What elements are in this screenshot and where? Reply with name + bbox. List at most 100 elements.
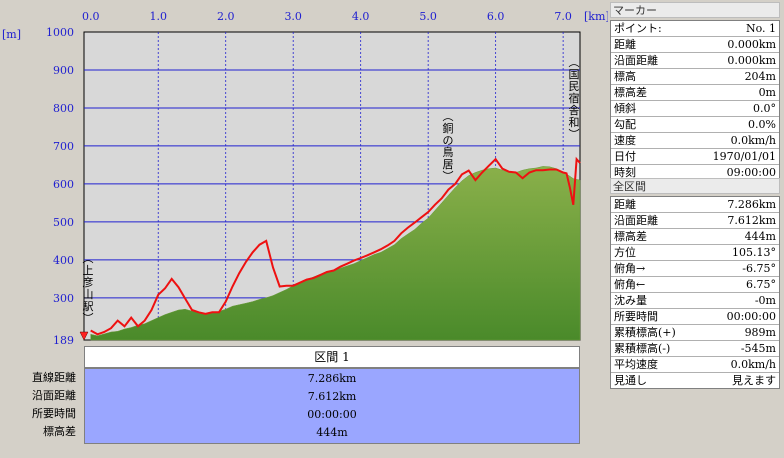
info-label: 沿面距離: [614, 54, 658, 67]
info-row: 標高差 444m: [611, 229, 779, 245]
info-value: 0m: [758, 86, 776, 99]
info-label: ポイント:: [614, 22, 662, 35]
info-label: 方位: [614, 246, 636, 259]
section-row-value: 7.286km: [307, 372, 357, 385]
section-table: 7.286km 7.612km 00:00:00 444m: [84, 368, 580, 444]
info-value: 444m: [744, 230, 776, 243]
info-label: 沈み量: [614, 294, 647, 307]
info-label: 距離: [614, 38, 636, 51]
info-row: 沿面距離 7.612km: [611, 213, 779, 229]
info-value: 7.286km: [727, 198, 776, 211]
profile-area: 1000 900 800 700 600 500 400 300 189 0.0 1.0 2.0 3.…: [0, 0, 608, 444]
info-row: ポイント: No. 1: [611, 21, 779, 37]
x-tick-label: 1.0: [149, 10, 167, 23]
section-row-value: 7.612km: [307, 390, 357, 403]
marker-icon[interactable]: [79, 331, 89, 341]
info-value: 204m: [744, 70, 776, 83]
info-row: 距離 7.286km: [611, 197, 779, 213]
annotation-label: ︵上彦山駅︶: [83, 252, 94, 325]
x-axis-ticks: 0.0 1.0 2.0 3.0 4.0 5.0 6.0 7.0: [82, 10, 572, 23]
all-section-panel: 距離 7.286km 沿面距離 7.612km 標高差 444m 方位 105.13° 俯角→ -…: [610, 196, 780, 389]
info-value: 0.0%: [748, 118, 776, 131]
x-tick-label: 0.0: [82, 10, 100, 23]
all-section-panel-title: 全区間: [610, 178, 780, 194]
section-row-label: 沿面距離: [32, 389, 76, 402]
marker-panel: ポイント: No. 1 距離 0.000km 沿面距離 0.000km 標高 204m 標高差 0…: [610, 20, 780, 181]
section-row-label: 標高差: [43, 425, 76, 438]
info-label: 標高: [614, 70, 636, 83]
info-value: -545m: [740, 342, 776, 355]
info-row: 速度 0.0km/h: [611, 133, 779, 149]
info-row: 所要時間 00:00:00: [611, 309, 779, 325]
info-value: 00:00:00: [726, 310, 776, 323]
info-row: 見通し 見えます: [611, 373, 779, 388]
y-unit-label: [m]: [2, 28, 21, 41]
info-label: 見通し: [614, 374, 647, 387]
info-label: 距離: [614, 198, 636, 211]
x-tick-label: 6.0: [487, 10, 505, 23]
info-value: 0.000km: [727, 54, 776, 67]
y-tick-label: 1000: [46, 26, 74, 39]
info-label: 俯角←: [614, 278, 646, 291]
info-value: 989m: [744, 326, 776, 339]
info-sidebar: マーカー ポイント: No. 1 距離 0.000km 沿面距離 0.000km 標高 204…: [608, 0, 784, 458]
y-tick-label: 500: [53, 216, 74, 229]
elevation-chart[interactable]: 1000 900 800 700 600 500 400 300 189 0.0 1.0 2.0 3.…: [0, 0, 608, 372]
x-tick-label: 7.0: [554, 10, 572, 23]
info-value: 0.000km: [727, 38, 776, 51]
section-header[interactable]: 区間 1: [84, 346, 580, 368]
y-axis-ticks: 1000 900 800 700 600 500 400 300 189: [46, 26, 74, 347]
y-tick-label: 189: [53, 334, 74, 347]
info-value: 6.75°: [746, 278, 776, 291]
section-row-label: 直線距離: [32, 371, 76, 384]
info-label: 速度: [614, 134, 636, 147]
info-row: 平均速度 0.0km/h: [611, 357, 779, 373]
terrain-area: [90, 166, 581, 341]
x-unit-label: [km]: [584, 10, 608, 23]
info-value: 0.0km/h: [730, 134, 776, 147]
info-row: 傾斜 0.0°: [611, 101, 779, 117]
info-label: 沿面距離: [614, 214, 658, 227]
info-label: 日付: [614, 150, 636, 163]
info-label: 所要時間: [614, 310, 658, 323]
info-row: 沿面距離 0.000km: [611, 53, 779, 69]
info-value: -0m: [754, 294, 776, 307]
route-line: [90, 156, 581, 336]
info-value: 1970/01/01: [712, 150, 776, 163]
section-row-value: 00:00:00: [307, 408, 357, 421]
info-label: 標高差: [614, 86, 647, 99]
info-label: 標高差: [614, 230, 647, 243]
info-value: No. 1: [745, 22, 776, 35]
info-label: 傾斜: [614, 102, 636, 115]
annotation-label: ︵銅の鳥居︶: [443, 110, 454, 183]
y-tick-label: 700: [53, 140, 74, 153]
info-value: 見えます: [732, 374, 776, 387]
info-value: 0.0km/h: [730, 358, 776, 371]
info-row: 方位 105.13°: [611, 245, 779, 261]
info-label: 累積標高(-): [614, 342, 671, 355]
info-label: 俯角→: [614, 262, 646, 275]
info-value: 09:00:00: [726, 166, 776, 179]
x-tick-label: 5.0: [419, 10, 437, 23]
y-tick-label: 600: [53, 178, 74, 191]
x-tick-label: 2.0: [217, 10, 235, 23]
y-tick-label: 300: [53, 292, 74, 305]
info-row: 標高 204m: [611, 69, 779, 85]
x-tick-label: 4.0: [352, 10, 370, 23]
info-row: 沈み量 -0m: [611, 293, 779, 309]
info-value: -6.75°: [742, 262, 776, 275]
info-row: 日付 1970/01/01: [611, 149, 779, 165]
y-tick-label: 400: [53, 254, 74, 267]
info-label: 時刻: [614, 166, 636, 179]
info-value: 0.0°: [753, 102, 776, 115]
annotation-label: ︵国民宿舎和︶: [569, 56, 580, 141]
info-row: 累積標高(-) -545m: [611, 341, 779, 357]
info-row: 累積標高(+) 989m: [611, 325, 779, 341]
info-row: 俯角→ -6.75°: [611, 261, 779, 277]
info-row: 俯角← 6.75°: [611, 277, 779, 293]
info-row: 時刻 09:00:00: [611, 165, 779, 180]
y-tick-label: 800: [53, 102, 74, 115]
info-row: 勾配 0.0%: [611, 117, 779, 133]
section-row-label: 所要時間: [32, 407, 76, 420]
info-label: 累積標高(+): [614, 326, 676, 339]
